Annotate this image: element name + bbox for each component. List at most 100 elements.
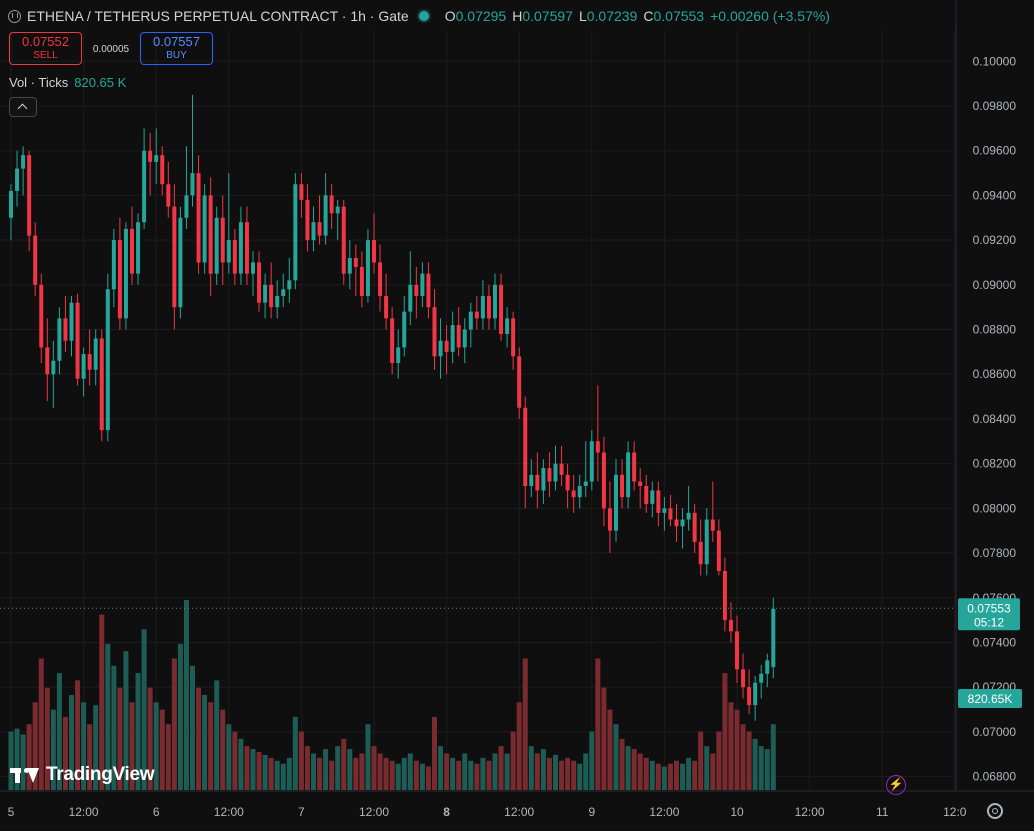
candle-body [698, 541, 703, 565]
volume-bar [438, 746, 444, 790]
volume-bar [383, 757, 389, 790]
y-tick-label: 0.08600 [973, 367, 1017, 381]
buy-price: 0.07557 [153, 34, 200, 49]
candle-body [499, 284, 504, 334]
candle-body [69, 302, 74, 341]
y-tick-label: 0.08200 [973, 457, 1017, 471]
candle-body [166, 184, 171, 207]
candle-body [511, 318, 516, 357]
candle-body [462, 329, 467, 348]
x-tick-label: 12:00 [214, 805, 244, 819]
candle-body [686, 512, 691, 520]
candle-body [432, 307, 437, 357]
volume-bar [401, 757, 407, 790]
candle-body [735, 631, 739, 670]
tradingview-logo[interactable]: TradingView [10, 764, 155, 786]
candle-body [81, 354, 86, 379]
volume-legend[interactable]: Vol · Ticks 820.65 K [9, 75, 126, 90]
volume-bar [492, 753, 498, 790]
volume-bar [105, 643, 111, 790]
sell-button[interactable]: 0.07552 SELL [9, 32, 82, 65]
volume-bar [444, 753, 450, 790]
candle-body [93, 338, 98, 370]
volume-bar [425, 766, 431, 790]
candle-body [263, 284, 268, 303]
candle-body [39, 284, 44, 348]
volume-bar [262, 754, 268, 790]
candle-body [414, 284, 419, 296]
volume-bar [486, 760, 492, 790]
volume-bar [141, 629, 147, 790]
volume-bar [341, 738, 347, 790]
candle-body [529, 474, 534, 486]
y-tick-label: 0.08400 [973, 412, 1017, 426]
buy-button[interactable]: 0.07557 BUY [140, 32, 213, 65]
volume-bar [577, 763, 583, 790]
volume-bar [764, 749, 770, 790]
y-tick-label: 0.07800 [973, 546, 1017, 560]
low-label: L [578, 8, 587, 24]
y-tick-label: 0.10000 [973, 54, 1017, 68]
volume-bar [232, 731, 238, 790]
candle-body [753, 682, 758, 706]
candle-body [710, 519, 715, 531]
candle-body [293, 184, 298, 281]
candle-body [474, 311, 479, 319]
volume-bar [625, 746, 631, 790]
candle-body [384, 296, 389, 319]
candle-body [674, 519, 679, 527]
volume-bar [643, 757, 649, 790]
candle-body [632, 452, 637, 482]
volume-bar [395, 763, 401, 790]
candle-body [257, 262, 262, 303]
candle-body [117, 240, 122, 319]
volume-bar [165, 724, 171, 790]
candle-body [111, 240, 116, 290]
x-tick-label: 5 [8, 805, 15, 819]
volume-bar [8, 731, 14, 790]
y-tick-label: 0.08000 [973, 501, 1017, 515]
lightning-icon[interactable]: ⚡ [886, 775, 906, 795]
x-tick-label: 6 [153, 805, 160, 819]
candle-body [287, 280, 292, 290]
tradingview-logo-icon [10, 766, 40, 784]
candle-body [396, 347, 401, 364]
candle-body [444, 340, 449, 352]
volume-bar [226, 724, 232, 790]
volume-bar [256, 752, 262, 790]
candle-body [505, 318, 510, 334]
sell-label: SELL [33, 50, 58, 61]
volume-bar [56, 673, 62, 790]
volume-bar [613, 724, 619, 790]
candle-body [238, 222, 243, 274]
candle-body [644, 486, 649, 504]
settings-gear-icon[interactable] [987, 803, 1003, 819]
volume-bar [280, 763, 286, 790]
y-tick-label: 0.07400 [973, 635, 1017, 649]
volume-bar [123, 651, 129, 790]
candle-body [626, 452, 631, 498]
candle-body [251, 262, 255, 274]
candle-body [420, 273, 425, 296]
volume-bar [413, 760, 419, 790]
volume-bar [468, 760, 474, 790]
candle-body [226, 240, 231, 263]
symbol-logo-icon [8, 9, 21, 23]
candle-body [99, 338, 104, 431]
collapse-legend-button[interactable] [9, 97, 37, 117]
candle-body [480, 296, 485, 319]
volume-bar [504, 753, 510, 790]
volume-bar [196, 687, 202, 790]
volume-bar [649, 760, 655, 790]
buy-label: BUY [166, 50, 187, 61]
candle-body [123, 228, 128, 319]
volume-bar [250, 749, 256, 790]
symbol-title[interactable]: ETHENA / TETHERUS PERPETUAL CONTRACT · 1… [27, 8, 409, 24]
candle-body [323, 195, 328, 236]
candle-body [638, 481, 643, 486]
x-tick-label: 12:00 [359, 805, 389, 819]
volume-bar [480, 757, 486, 790]
candle-body [771, 608, 776, 668]
